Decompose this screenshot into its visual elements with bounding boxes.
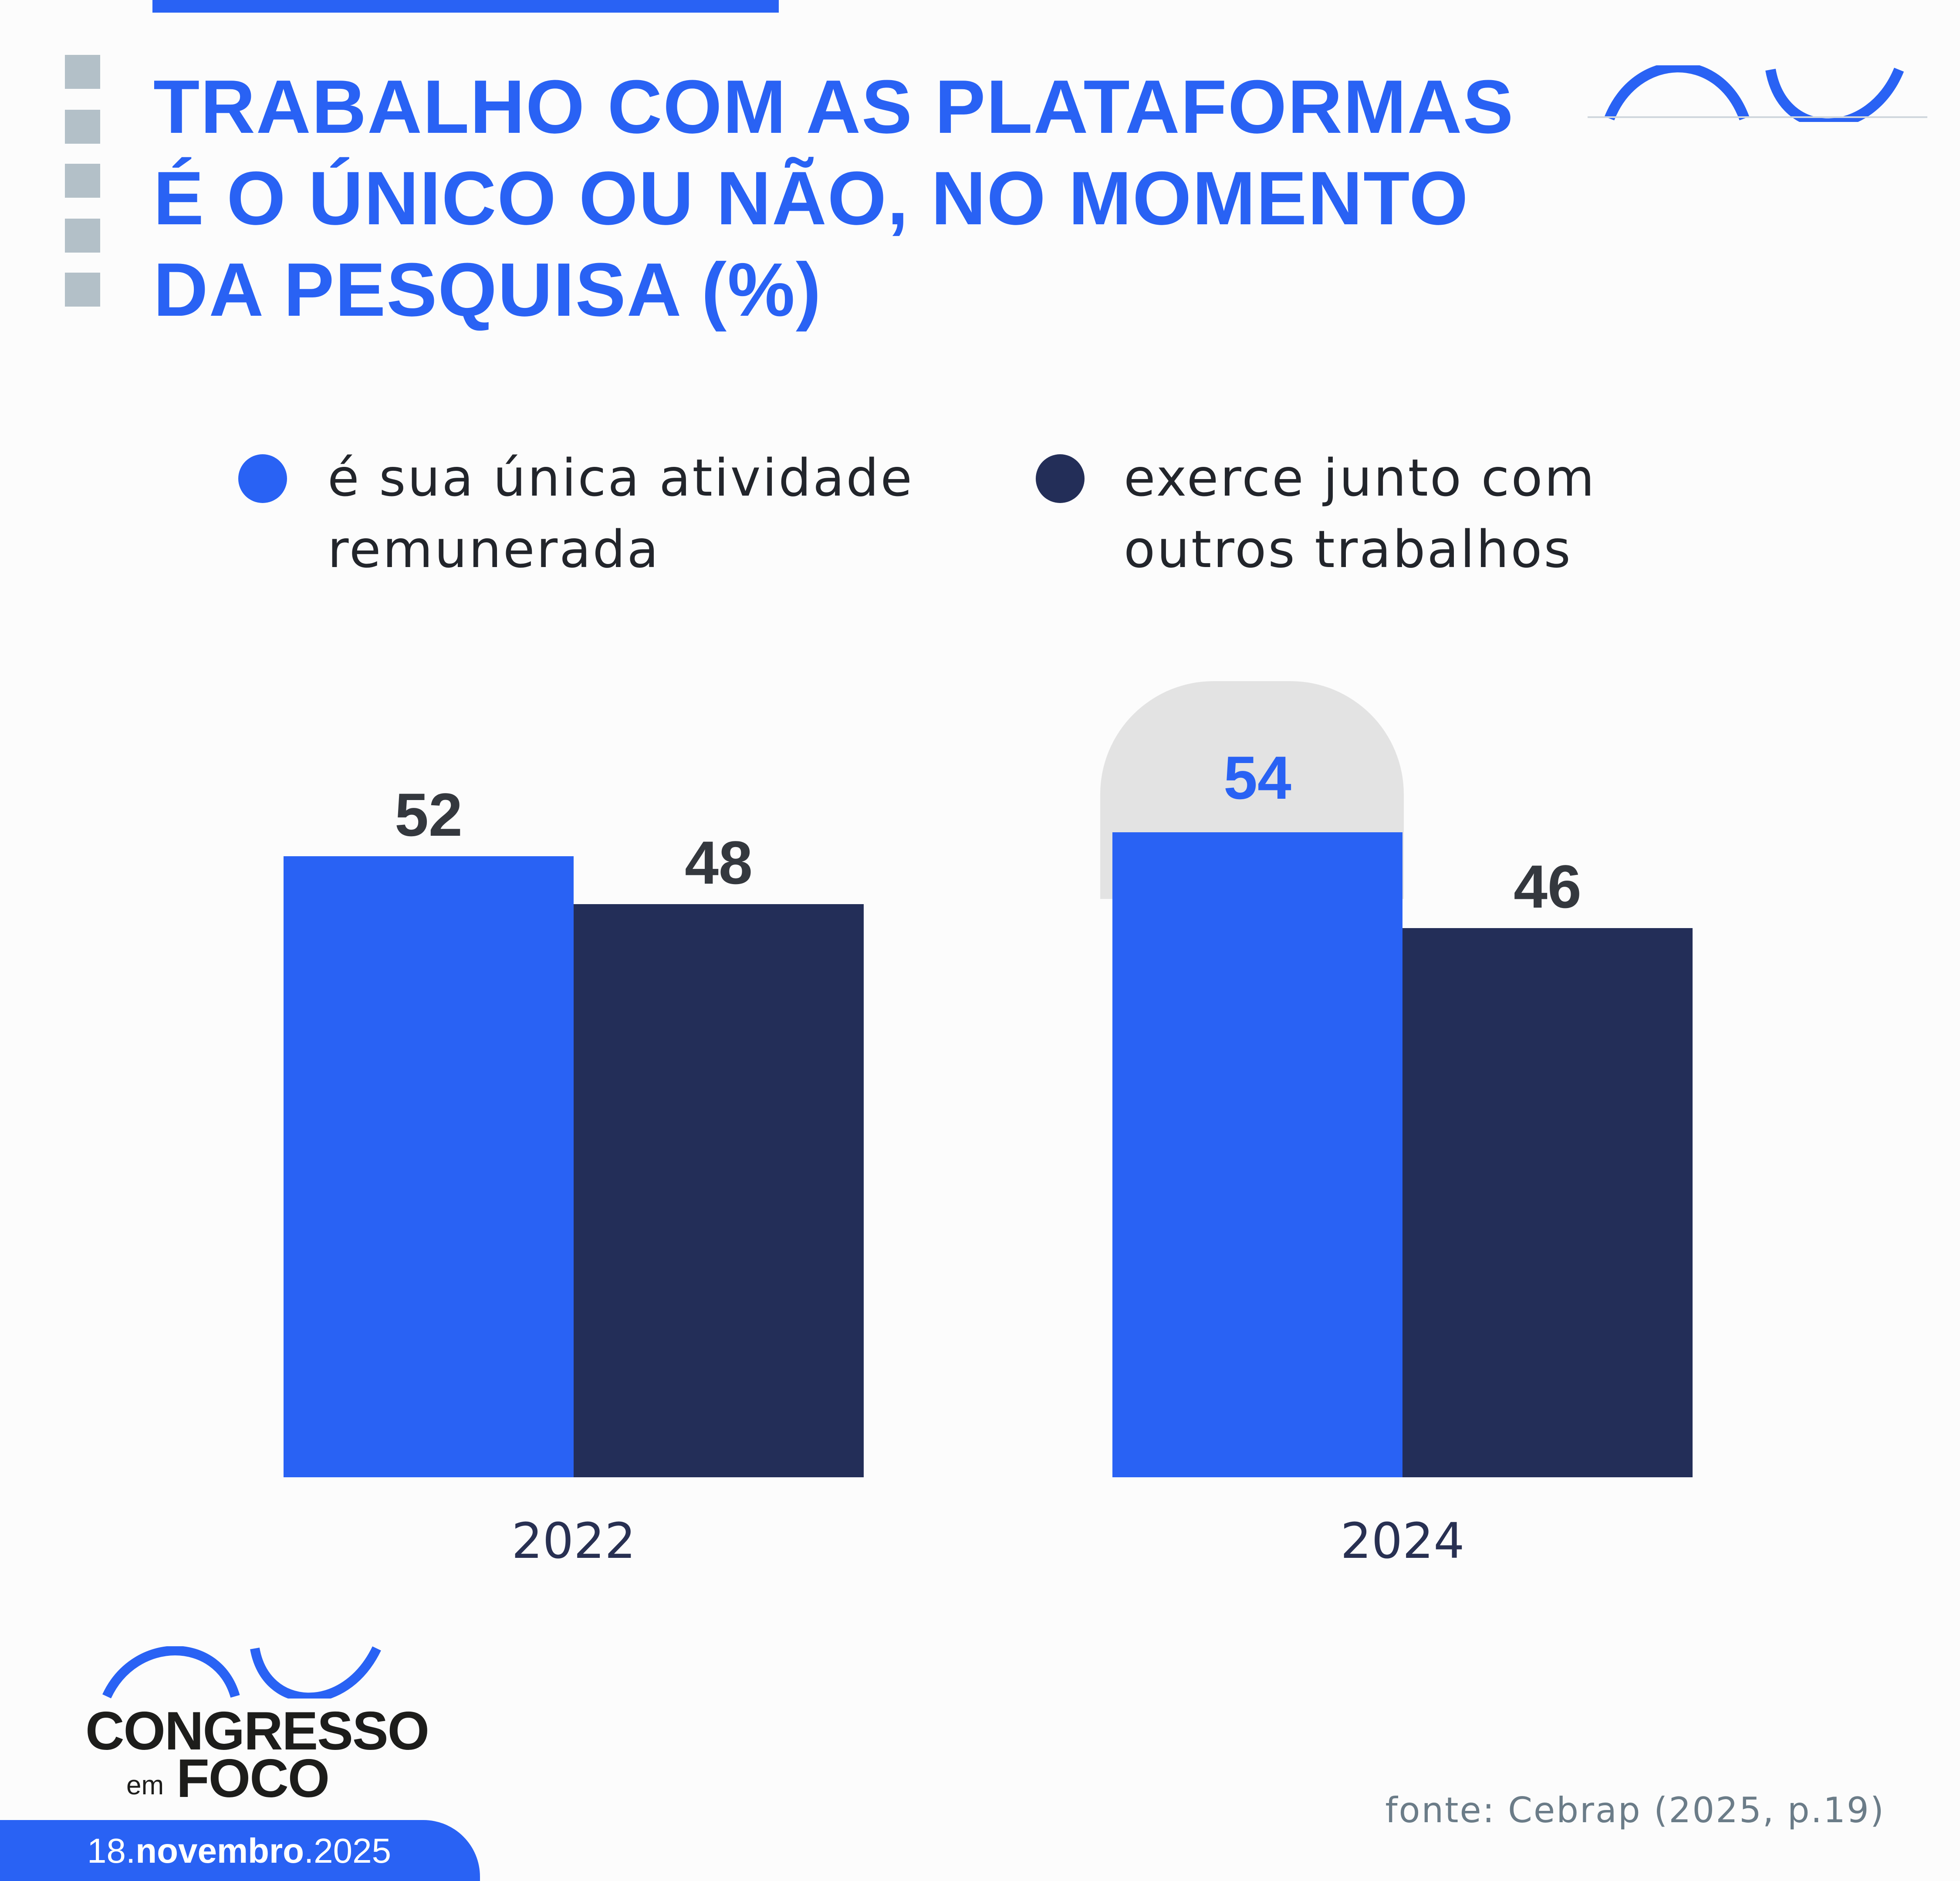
chart-title: TRABALHO COM AS PLATAFORMAS É O ÚNICO OU… [153,61,1591,335]
title-line: TRABALHO COM AS PLATAFORMAS [153,64,1514,149]
bar-2022-series-0 [284,856,574,1477]
brand-name-foco: FOCO [176,1749,330,1809]
title-line: DA PESQUISA (%) [153,247,822,332]
legend-dot-single-activity [238,454,287,503]
source-note: fonte: Cebrap (2025, p.19) [1385,1790,1885,1830]
decorative-square [65,164,100,198]
top-accent-bar [152,0,779,13]
bar-2022-series-1 [574,904,864,1477]
decorative-square [65,55,100,89]
brand-logo-mark-icon [1588,65,1927,122]
x-tick-label-2024: 2024 [1340,1513,1465,1570]
brand-name-congresso: CONGRESSO [85,1701,429,1761]
brand-name-em: em [126,1770,164,1800]
data-label-2024-series-0: 54 [1223,743,1291,812]
bar-2024-series-0 [1112,832,1402,1477]
decorative-square [65,110,100,144]
legend-dot-other-jobs [1036,454,1085,503]
data-label-2024-series-1: 46 [1514,852,1582,921]
data-label-2022-series-0: 52 [395,780,463,849]
decorative-square [65,273,100,307]
title-line: É O ÚNICO OU NÃO, NO MOMENTO [153,155,1469,240]
data-label-2022-series-1: 48 [685,828,753,897]
decorative-square [65,219,100,253]
brand-logo-mark-icon [102,1646,381,1699]
date-banner [0,1820,480,1881]
x-tick-label-2022: 2022 [511,1513,636,1570]
bar-2024-series-1 [1402,928,1693,1477]
legend-label-other-jobs: exerce junto com outros trabalhos [1124,448,1596,579]
publication-date: 18.novembro.2025 [87,1831,392,1870]
legend-label-single-activity: é sua única atividade remunerada [328,448,914,579]
